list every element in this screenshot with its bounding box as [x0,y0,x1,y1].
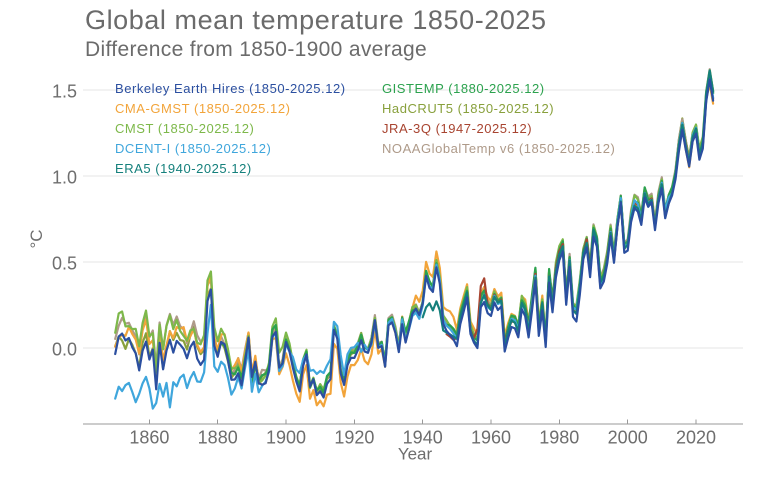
svg-text:1940: 1940 [403,428,443,448]
svg-text:Difference from 1850-1900 aver: Difference from 1850-1900 average [85,38,427,61]
svg-text:1980: 1980 [539,428,579,448]
svg-text:1960: 1960 [471,428,511,448]
svg-text:Berkeley Earth Hires (1850-202: Berkeley Earth Hires (1850-2025.12) [115,81,346,96]
svg-text:Year: Year [398,445,433,464]
svg-text:CMST (1850-2025.12): CMST (1850-2025.12) [115,121,254,136]
svg-text:2020: 2020 [676,428,716,448]
svg-text:GISTEMP (1880-2025.12): GISTEMP (1880-2025.12) [382,81,545,96]
svg-text:0.0: 0.0 [52,340,77,360]
svg-text:ERA5 (1940-2025.12): ERA5 (1940-2025.12) [115,161,252,176]
svg-text:HadCRUT5 (1850-2025.12): HadCRUT5 (1850-2025.12) [382,101,554,116]
svg-text:0.5: 0.5 [52,254,77,274]
svg-text:1920: 1920 [334,428,374,448]
svg-text:2000: 2000 [608,428,648,448]
svg-text:1880: 1880 [198,428,238,448]
svg-text:JRA-3Q (1947-2025.12): JRA-3Q (1947-2025.12) [382,121,532,136]
svg-text:Global mean temperature 1850-2: Global mean temperature 1850-2025 [85,5,547,35]
svg-text:1860: 1860 [129,428,169,448]
svg-text:NOAAGlobalTemp v6 (1850-2025.1: NOAAGlobalTemp v6 (1850-2025.12) [382,141,615,156]
svg-text:1.0: 1.0 [52,168,77,188]
svg-text:°C: °C [27,229,46,248]
svg-text:1.5: 1.5 [52,82,77,102]
svg-text:CMA-GMST (1850-2025.12): CMA-GMST (1850-2025.12) [115,101,290,116]
svg-text:1900: 1900 [266,428,306,448]
svg-text:DCENT-I (1850-2025.12): DCENT-I (1850-2025.12) [115,141,271,156]
